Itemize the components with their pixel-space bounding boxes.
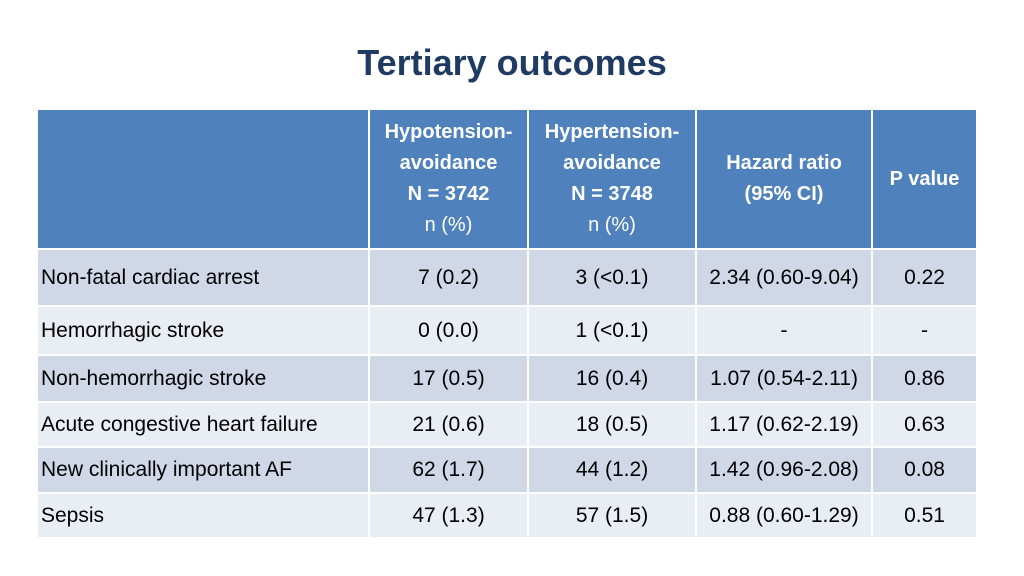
p-value-cell: 0.08 — [871, 446, 978, 494]
hazard-ratio-cell: 1.42 (0.96-2.08) — [695, 446, 873, 494]
hazard-ratio-cell: 2.34 (0.60-9.04) — [695, 248, 873, 307]
hypertension-value-cell: 57 (1.5) — [527, 492, 697, 539]
header-hypertension-n: N = 3748 — [571, 183, 653, 205]
table-row: Non-hemorrhagic stroke 17 (0.5) 16 (0.4) 1.… — [36, 354, 978, 403]
table-header-row: Hypotension- avoidance N = 3742 n (%) Hy… — [36, 108, 978, 250]
table-row: Acute congestive heart failure 21 (0.6) 18… — [36, 401, 978, 448]
hazard-ratio-cell: 1.17 (0.62-2.19) — [695, 401, 873, 448]
header-empty-cell — [36, 108, 370, 250]
header-p-value: P value — [871, 108, 978, 250]
table-row: New clinically important AF 62 (1.7) 44 (1… — [36, 446, 978, 494]
hypertension-value-cell: 1 (<0.1) — [527, 305, 697, 356]
header-hypertension: Hypertension- avoidance N = 3748 n (%) — [527, 108, 697, 250]
row-label-cell: Hemorrhagic stroke — [36, 305, 370, 356]
header-hypotension-line1: Hypotension- — [384, 121, 513, 143]
header-hypotension-unit: n (%) — [424, 214, 473, 236]
p-value-cell: 0.22 — [871, 248, 978, 307]
row-label-cell: New clinically important AF — [36, 446, 370, 494]
p-value-cell: - — [871, 305, 978, 356]
header-hypotension: Hypotension- avoidance N = 3742 n (%) — [368, 108, 529, 250]
outcomes-table: Hypotension- avoidance N = 3742 n (%) Hy… — [36, 108, 978, 539]
row-label-cell: Acute congestive heart failure — [36, 401, 370, 448]
hypotension-value-cell: 62 (1.7) — [368, 446, 529, 494]
hazard-ratio-cell: 1.07 (0.54-2.11) — [695, 354, 873, 403]
table-row: Sepsis 47 (1.3) 57 (1.5) 0.88 (0.60-1.29) 0.… — [36, 492, 978, 539]
hypotension-value-cell: 21 (0.6) — [368, 401, 529, 448]
row-label-cell: Non-fatal cardiac arrest — [36, 248, 370, 307]
hazard-ratio-cell: 0.88 (0.60-1.29) — [695, 492, 873, 539]
p-value-cell: 0.63 — [871, 401, 978, 448]
row-label-cell: Non-hemorrhagic stroke — [36, 354, 370, 403]
header-hazard-ratio: Hazard ratio (95% CI) — [695, 108, 873, 250]
header-hazard-ratio-line1: Hazard ratio — [726, 152, 842, 174]
table-row: Hemorrhagic stroke 0 (0.0) 1 (<0.1) - - — [36, 305, 978, 356]
hypotension-value-cell: 0 (0.0) — [368, 305, 529, 356]
header-hypertension-line1: Hypertension- — [544, 121, 680, 143]
hypotension-value-cell: 7 (0.2) — [368, 248, 529, 307]
hypotension-value-cell: 47 (1.3) — [368, 492, 529, 539]
header-hypertension-unit: n (%) — [588, 214, 636, 236]
header-hypotension-n: N = 3742 — [407, 183, 490, 205]
hypertension-value-cell: 3 (<0.1) — [527, 248, 697, 307]
header-hazard-ratio-line2: (95% CI) — [744, 183, 824, 205]
header-p-value-label: P value — [889, 167, 960, 190]
header-hypertension-line2: avoidance — [563, 152, 661, 174]
row-label-cell: Sepsis — [36, 492, 370, 539]
table-row: Non-fatal cardiac arrest 7 (0.2) 3 (<0.1) 2… — [36, 248, 978, 307]
page-title: Tertiary outcomes — [357, 42, 667, 83]
p-value-cell: 0.86 — [871, 354, 978, 403]
header-hypotension-line2: avoidance — [399, 152, 498, 174]
hypertension-value-cell: 18 (0.5) — [527, 401, 697, 448]
hypertension-value-cell: 44 (1.2) — [527, 446, 697, 494]
hypertension-value-cell: 16 (0.4) — [527, 354, 697, 403]
p-value-cell: 0.51 — [871, 492, 978, 539]
hypotension-value-cell: 17 (0.5) — [368, 354, 529, 403]
hazard-ratio-cell: - — [695, 305, 873, 356]
